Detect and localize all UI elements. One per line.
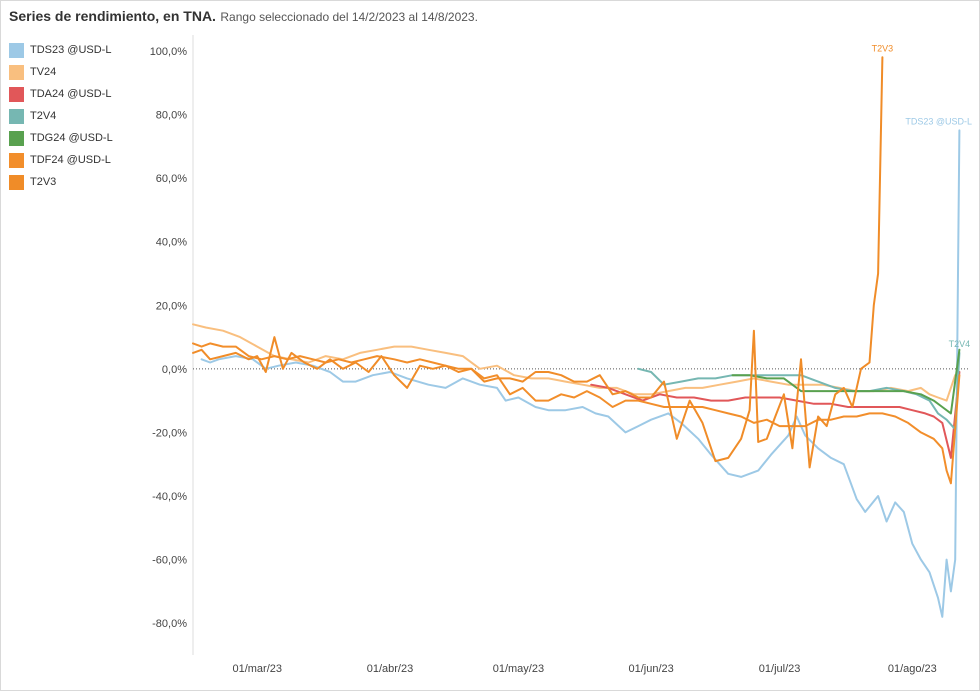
legend-label: TDF24 @USD-L — [30, 154, 111, 166]
legend-swatch — [9, 152, 24, 168]
legend-label: T2V4 — [30, 110, 57, 122]
y-tick-label: 20,0% — [156, 300, 187, 312]
series-line-6 — [192, 56, 884, 469]
y-tick-label: -60,0% — [152, 555, 187, 567]
y-tick-label: 80,0% — [156, 109, 187, 121]
y-tick-label: 40,0% — [156, 237, 187, 249]
legend-label: TV24 — [30, 66, 57, 78]
legend-swatch — [9, 130, 24, 146]
y-tick-label: 100,0% — [150, 46, 188, 58]
legend-label: TDG24 @USD-L — [30, 132, 113, 144]
legend-item[interactable]: TDF24 @USD-L — [9, 149, 113, 171]
chart-subtitle: Rango seleccionado del 14/2/2023 al 14/8… — [220, 10, 478, 24]
legend-swatch — [9, 64, 24, 80]
y-tick-label: -80,0% — [152, 618, 187, 630]
chart-title: Series de rendimiento, en TNA. — [9, 8, 216, 24]
legend-item[interactable]: TDS23 @USD-L — [9, 39, 113, 61]
x-tick-label: 01/ago/23 — [888, 663, 937, 675]
legend-label: T2V3 — [30, 176, 57, 188]
x-tick-label: 01/abr/23 — [367, 663, 413, 675]
y-tick-label: -20,0% — [152, 427, 187, 439]
y-tick-label: -40,0% — [152, 491, 187, 503]
y-tick-label: 60,0% — [156, 173, 187, 185]
legend-swatch — [9, 108, 24, 124]
x-tick-label: 01/jun/23 — [629, 663, 674, 675]
legend: TDS23 @USD-L TV24 TDA24 @USD-L T2V4 TDG24 @U… — [9, 39, 113, 193]
x-tick-label: 01/may/23 — [493, 663, 544, 675]
legend-item[interactable]: TDA24 @USD-L — [9, 83, 113, 105]
legend-item[interactable]: TV24 — [9, 61, 113, 83]
series-line-5 — [192, 342, 961, 485]
chart-header: Series de rendimiento, en TNA. Rango sel… — [9, 8, 478, 26]
legend-swatch — [9, 174, 24, 190]
x-tick-label: 01/jul/23 — [759, 663, 801, 675]
series-line-4 — [731, 348, 961, 415]
legend-swatch — [9, 86, 24, 102]
x-tick-label: 01/mar/23 — [232, 663, 282, 675]
series-end-label: TDS23 @USD-L — [905, 116, 972, 126]
legend-item[interactable]: T2V4 — [9, 105, 113, 127]
legend-label: TDA24 @USD-L — [30, 88, 112, 100]
series-end-label: T2V4 — [949, 339, 971, 349]
y-tick-label: 0,0% — [162, 364, 187, 376]
series-line-3 — [637, 351, 961, 431]
series-line-0 — [200, 129, 961, 618]
legend-item[interactable]: TDG24 @USD-L — [9, 127, 113, 149]
legend-item[interactable]: T2V3 — [9, 171, 113, 193]
legend-swatch — [9, 42, 24, 58]
series-end-label: T2V3 — [872, 43, 894, 53]
legend-label: TDS23 @USD-L — [30, 44, 112, 56]
